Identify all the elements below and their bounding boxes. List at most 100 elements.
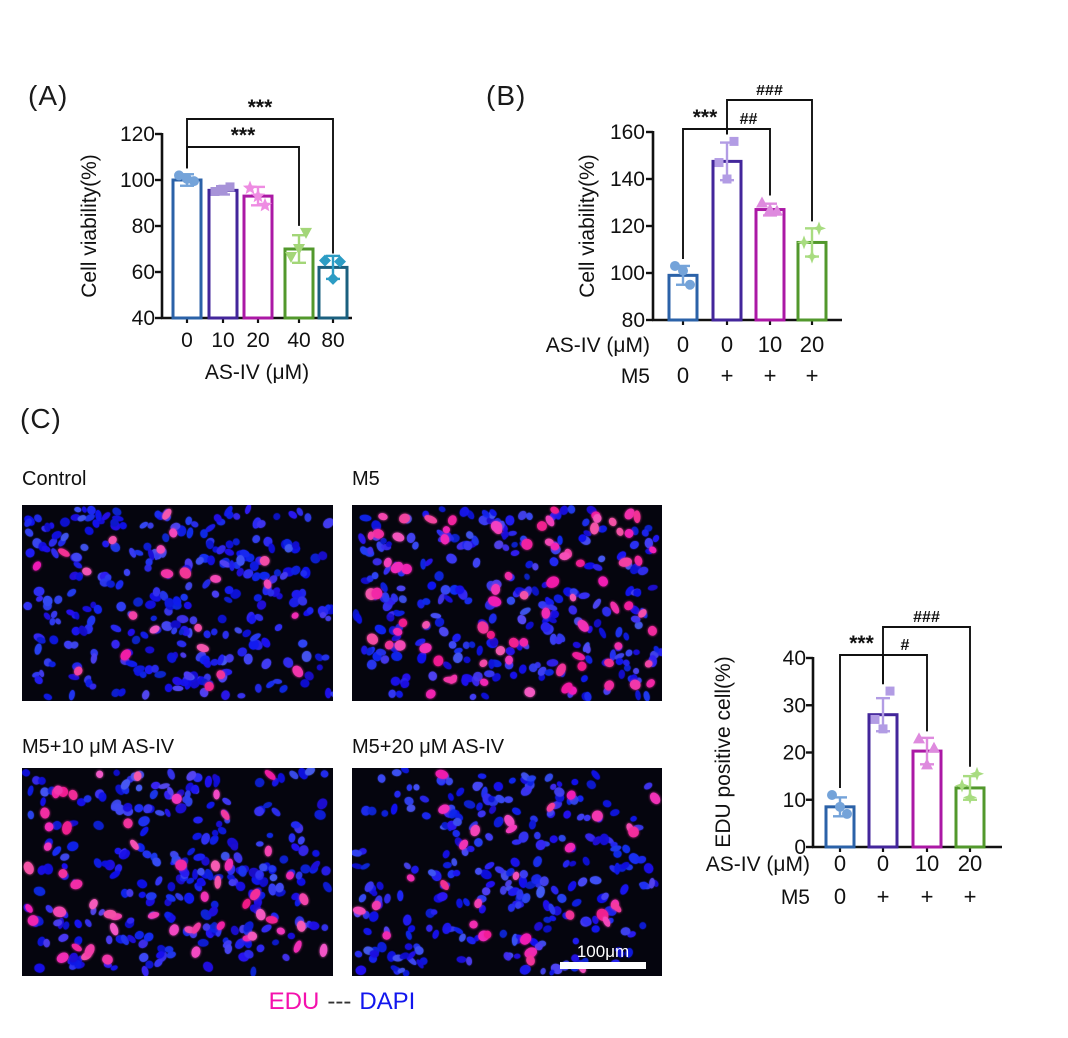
- y-tick-label: 30: [783, 694, 806, 717]
- circle-marker: [685, 279, 695, 290]
- sig-label: #: [901, 637, 910, 654]
- scale-bar-label: 100μm: [576, 942, 630, 961]
- y-tick-label: 120: [120, 123, 155, 146]
- bar: [242, 194, 274, 320]
- circle-marker: [827, 790, 837, 801]
- sig-label: ***: [231, 124, 256, 147]
- y-tick-label: 80: [622, 309, 645, 332]
- y-tick-label: 100: [610, 262, 645, 285]
- triangle-down-marker: [285, 252, 297, 264]
- diamond-marker: [334, 255, 346, 268]
- circle-marker: [174, 170, 184, 181]
- x-row-value: 0: [721, 332, 733, 357]
- star5-marker: [250, 188, 266, 203]
- diamond-marker: [319, 254, 331, 267]
- y-tick-label: 160: [610, 121, 645, 144]
- triangle-up-marker: [913, 732, 925, 744]
- scale-bar: 100μm: [560, 943, 646, 969]
- y-axis-label: Cell viability(%): [80, 154, 101, 298]
- sig-label: ##: [740, 111, 758, 128]
- triangle-up-marker: [921, 758, 933, 770]
- sig-label: ###: [756, 85, 783, 99]
- y-tick-label: 140: [610, 168, 645, 191]
- x-tick-label: 20: [246, 329, 269, 352]
- x-row-value: 20: [800, 332, 824, 357]
- triangle-up-marker: [764, 203, 776, 215]
- y-tick-label: 10: [783, 789, 806, 812]
- sig-bracket: [726, 99, 813, 222]
- bar: [911, 749, 943, 849]
- caption-separator: ---: [327, 988, 352, 1015]
- x-row-value: 10: [915, 851, 939, 876]
- star4-marker: [812, 221, 826, 236]
- micrograph-control-wrap: [22, 505, 333, 701]
- square-marker: [225, 182, 235, 192]
- square-marker: [210, 187, 220, 196]
- micrograph-m5-20: [352, 768, 662, 976]
- square-marker: [722, 174, 732, 184]
- star5-marker: [257, 197, 273, 212]
- square-marker: [870, 714, 880, 724]
- square-marker: [885, 686, 895, 696]
- x-row-label: AS-IV (μM): [546, 334, 650, 357]
- square-marker: [218, 184, 228, 194]
- y-tick-label: 40: [132, 307, 155, 330]
- bar: [711, 159, 743, 322]
- square-marker: [878, 724, 888, 734]
- x-row-value: +: [921, 884, 934, 909]
- x-row-value: 0: [677, 363, 689, 388]
- bar: [171, 178, 203, 320]
- x-row-value: +: [764, 363, 777, 388]
- sig-label: ###: [913, 609, 940, 626]
- triangle-down-marker: [300, 227, 312, 239]
- circle-marker: [678, 265, 688, 276]
- micrograph-m5: [352, 505, 662, 701]
- triangle-up-marker: [756, 196, 768, 208]
- bar: [754, 208, 786, 322]
- y-axis-label: Cell viability(%): [576, 154, 599, 298]
- star4-marker: [805, 249, 819, 264]
- micrograph-control: [22, 505, 333, 701]
- sig-label: ***: [849, 632, 874, 655]
- y-tick-label: 120: [610, 215, 645, 238]
- x-row-label: M5: [781, 886, 810, 909]
- caption-dapi: DAPI: [359, 988, 416, 1015]
- sig-label: ***: [693, 106, 718, 129]
- micrograph-m5-wrap: [352, 505, 662, 701]
- x-row-value: +: [964, 884, 977, 909]
- x-row-value: 0: [877, 851, 889, 876]
- x-row-value: 20: [958, 851, 982, 876]
- micrograph-m5-20-wrap: 100μm: [352, 768, 662, 976]
- sig-bracket: [186, 118, 334, 254]
- x-row-value: +: [877, 884, 890, 909]
- panel-c-chart: 0 10 20 30 40 EDU positive cell(%) *** #### AS-I…: [706, 609, 1002, 909]
- y-axis-label: EDU positive cell(%): [712, 656, 735, 847]
- stain-caption: EDU --- DAPI: [22, 988, 662, 1016]
- x-row-value: +: [806, 363, 819, 388]
- x-axis-label: AS-IV (μM): [205, 361, 309, 384]
- micrograph-label-m5: M5: [352, 468, 380, 490]
- square-marker: [714, 158, 724, 168]
- caption-edu: EDU: [268, 988, 320, 1015]
- bar: [207, 188, 239, 320]
- y-tick-label: 100: [120, 169, 155, 192]
- triangle-up-marker: [928, 741, 940, 753]
- star4-marker: [970, 766, 984, 781]
- x-row-label: M5: [621, 365, 650, 388]
- scale-bar-line: [560, 962, 646, 969]
- sig-bracket: [882, 626, 971, 767]
- y-tick-label: 60: [132, 261, 155, 284]
- y-tick-label: 40: [783, 647, 806, 670]
- micrograph-m5-10-wrap: [22, 768, 333, 976]
- panel-c-label: (C): [20, 403, 62, 434]
- star5-marker: [242, 180, 258, 195]
- micrograph-label-m5-10: M5+10 μM AS-IV: [22, 736, 175, 758]
- micrograph-m5-10: [22, 768, 333, 976]
- x-row-label: AS-IV (μM): [706, 853, 810, 876]
- circle-marker: [842, 808, 852, 819]
- star4-marker: [963, 790, 977, 805]
- x-row-value: 0: [677, 332, 689, 357]
- x-tick-label: 10: [211, 329, 234, 352]
- x-row-value: 0: [834, 851, 846, 876]
